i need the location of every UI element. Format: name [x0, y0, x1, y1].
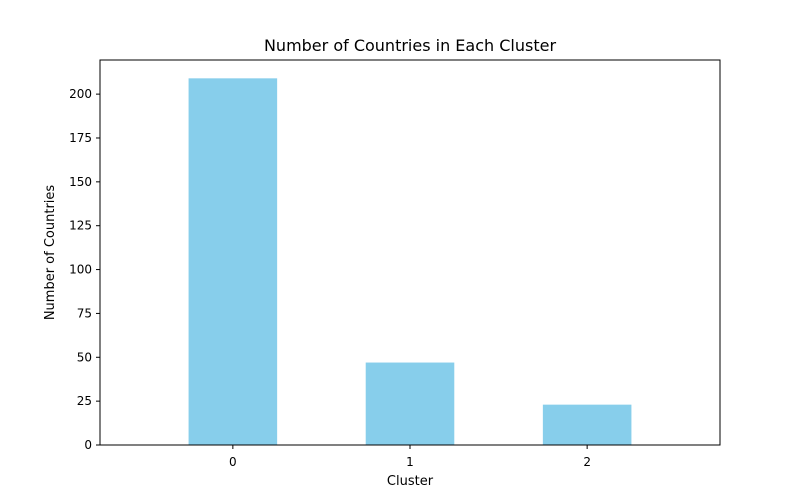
y-tick-label: 175: [69, 131, 92, 145]
y-axis-ticks: 0 25 50 75 100 125 150 175 200: [69, 87, 100, 452]
x-tick-label: 2: [583, 455, 591, 469]
x-tick-label: 1: [406, 455, 414, 469]
x-axis-ticks: 0 1 2: [229, 445, 591, 469]
y-tick-label: 0: [84, 438, 92, 452]
y-tick-label: 100: [69, 263, 92, 277]
y-tick-label: 125: [69, 219, 92, 233]
x-tick-label: 0: [229, 455, 237, 469]
bars-group: [188, 78, 632, 445]
bar-cluster-2: [542, 404, 632, 445]
bar-cluster-0: [188, 78, 278, 445]
y-tick-label: 200: [69, 87, 92, 101]
y-tick-label: 50: [77, 350, 92, 364]
y-tick-label: 25: [77, 394, 92, 408]
x-axis-label: Cluster: [387, 474, 434, 489]
y-tick-label: 150: [69, 175, 92, 189]
bar-cluster-1: [365, 362, 455, 445]
y-tick-label: 75: [77, 306, 92, 320]
y-axis-label: Number of Countries: [43, 185, 58, 321]
chart-title: Number of Countries in Each Cluster: [264, 36, 556, 55]
